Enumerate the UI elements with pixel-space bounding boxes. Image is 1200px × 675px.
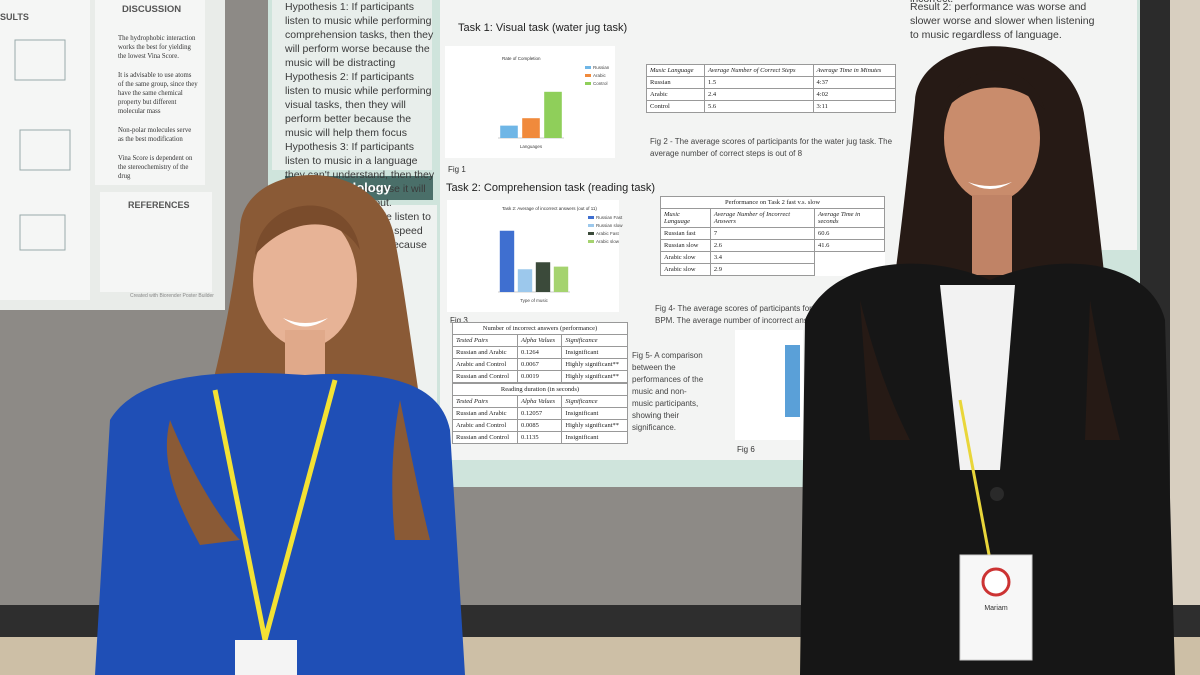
chart-title: Rate of Completion: [502, 56, 541, 61]
x-axis-label: Type of music: [520, 298, 549, 303]
result2: Result 2: performance was worse and slow…: [910, 1, 1095, 41]
task1-heading: Task 1: Visual task (water jug task): [458, 22, 628, 34]
fig6-label: Fig 6: [737, 445, 755, 454]
table-cell: Russian and Control: [452, 431, 518, 444]
discussion-point: It is advisable to use atoms of the same…: [118, 72, 198, 115]
legend-swatch: [585, 82, 591, 85]
bar: [499, 230, 515, 292]
badge-name: Mariam: [984, 605, 1008, 612]
table-cell: Highly significant**: [561, 370, 628, 383]
legend-label: Russian: [593, 65, 610, 70]
discussion-point: The hydrophobic interaction works the be…: [118, 35, 196, 60]
task2-heading: Task 2: Comprehension task (reading task…: [446, 182, 656, 194]
results-fragment: incorrect.: [910, 0, 953, 6]
legend-swatch: [588, 216, 594, 219]
hypothesis: Hypothesis 1: If participants listen to …: [285, 1, 434, 69]
fig3-label: Fig 3: [450, 316, 468, 325]
x-axis-label: Languages: [520, 144, 543, 149]
table-cell: 5.6: [704, 100, 814, 113]
legend-label: Russian Fast: [596, 215, 623, 220]
bar: [522, 118, 540, 138]
table-cell: 0.0019: [516, 370, 563, 383]
footer: Created with Biorender Poster Builder: [130, 293, 214, 299]
legend-swatch: [585, 74, 591, 77]
table-cell: Arabic slow: [660, 263, 711, 276]
legend-swatch: [588, 224, 594, 227]
table-cell: 2.9: [709, 263, 815, 276]
legend-label: Arabic Fast: [596, 231, 620, 236]
significance-table: Reading duration (in seconds) Tested Pair…: [452, 383, 628, 444]
chart-title: Task 2: Average of incorrect answers (ou…: [502, 206, 597, 211]
table-cell: 3:11: [812, 100, 897, 113]
fig5-caption: Fig 5- A comparison between the performa…: [632, 351, 704, 432]
legend-swatch: [588, 232, 594, 235]
bar: [535, 262, 551, 292]
table-task2: Performance on Task 2 fast v.s. slow Musi…: [660, 196, 886, 276]
fig1-label: Fig 1: [448, 165, 466, 174]
discussion-point: Vina Score is dependent on the stereoche…: [118, 155, 193, 180]
table-cell: 4:37: [812, 76, 897, 89]
bar: [517, 269, 533, 292]
table-cell: Music Language: [646, 64, 705, 77]
references-heading: REFERENCES: [128, 200, 190, 210]
table: Music Language Average Number of Correct …: [646, 64, 897, 113]
legend-label: Arabic: [593, 73, 607, 78]
bar: [500, 125, 518, 138]
legend-label: Control: [593, 81, 608, 86]
hypothesis: Hypothesis 2: If participants listen to …: [285, 71, 432, 139]
table-cell: Control: [646, 100, 705, 113]
table-cell: Average Number of Incorrect Answers: [709, 208, 815, 228]
bar: [553, 266, 569, 292]
significance-table: Number of incorrect answers (performance…: [452, 322, 628, 383]
table-cell: Insignificant: [561, 431, 628, 444]
legend-label: Russian slow: [596, 223, 623, 228]
bar: [544, 91, 562, 138]
fig2-caption: Fig 2 - The average scores of participan…: [650, 137, 893, 158]
discussion-point: Non-polar molecules serve as the best mo…: [118, 127, 192, 143]
table: Reading duration (in seconds) Tested Pair…: [452, 383, 628, 444]
results-heading: SULTS: [0, 12, 29, 22]
legend-label: Arabic slow: [596, 239, 620, 244]
table: Performance on Task 2 fast v.s. slow Musi…: [660, 196, 886, 276]
table: Number of incorrect answers (performance…: [452, 322, 628, 383]
fig4-caption: Fig 4- The average scores of participant…: [655, 304, 843, 325]
legend-swatch: [588, 240, 594, 243]
table-cell: 41.6: [813, 239, 886, 252]
table-cell: 0.1135: [516, 431, 563, 444]
legend-swatch: [585, 66, 591, 69]
discussion-heading: DISCUSSION: [122, 4, 182, 15]
table-task1: Music Language Average Number of Correct …: [646, 64, 897, 113]
